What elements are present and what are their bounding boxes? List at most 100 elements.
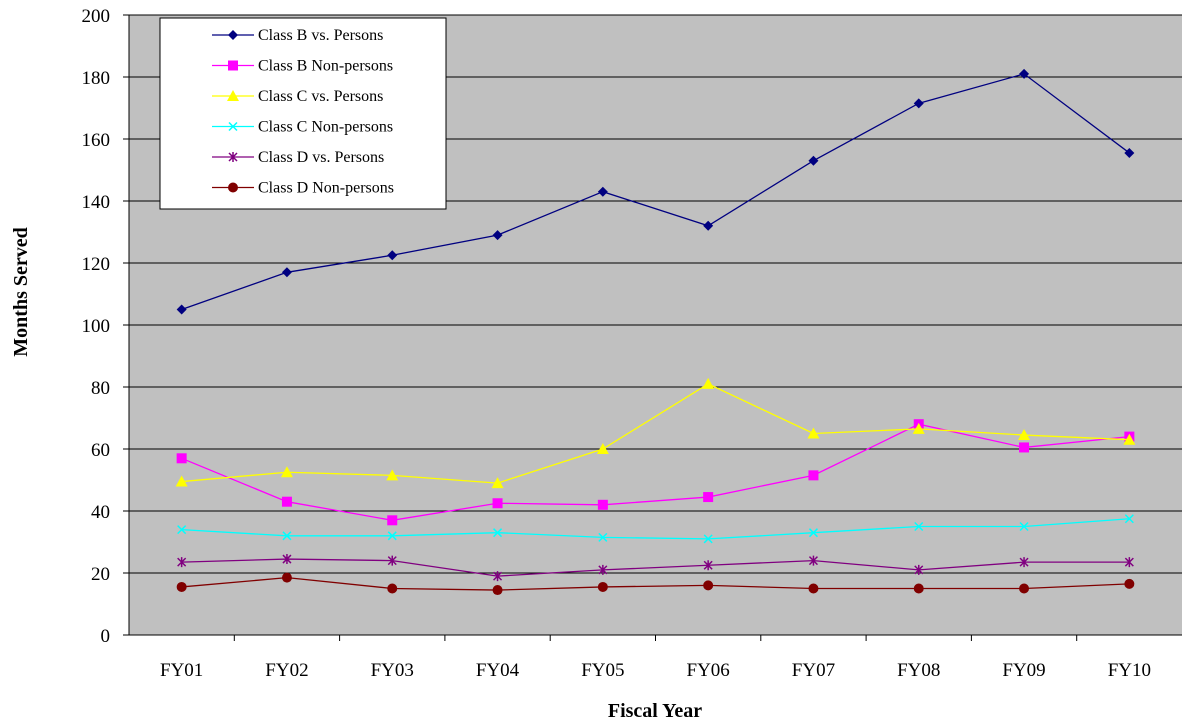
- data-point: [282, 554, 292, 565]
- series-3: [175, 377, 1136, 489]
- y-axis-title: Months Served: [10, 227, 32, 356]
- legend-swatch-marker: [228, 121, 238, 132]
- data-point: [175, 475, 188, 487]
- x-tick-label: FY06: [687, 660, 730, 681]
- data-point: [281, 267, 292, 278]
- legend-item: Class B vs. Persons: [212, 27, 383, 44]
- data-point: [1019, 442, 1030, 453]
- series-line: [181, 576, 1130, 591]
- y-tick-label: 0: [101, 626, 111, 647]
- legend-label: Class D Non-persons: [258, 180, 394, 197]
- x-tick-label: FY07: [792, 660, 835, 681]
- legend-item: Class B Non-persons: [212, 58, 393, 75]
- legend-label: Class D vs. Persons: [258, 149, 384, 166]
- data-point: [387, 515, 398, 526]
- legend-item: Class C Non-persons: [212, 119, 393, 136]
- data-point: [807, 427, 820, 439]
- data-point: [597, 499, 608, 510]
- data-point: [177, 557, 187, 568]
- data-point: [1123, 433, 1136, 445]
- data-point: [282, 531, 292, 541]
- data-point: [598, 532, 608, 542]
- data-point: [281, 496, 292, 507]
- data-point: [808, 583, 819, 594]
- data-point: [913, 583, 924, 594]
- data-point: [1019, 557, 1029, 568]
- data-point: [493, 571, 503, 582]
- data-point: [913, 98, 924, 109]
- data-point: [176, 581, 187, 592]
- y-tick-label: 60: [91, 440, 110, 461]
- data-point: [281, 572, 292, 583]
- x-tick-label: FY08: [897, 660, 940, 681]
- data-point: [176, 304, 187, 315]
- data-point: [177, 525, 187, 535]
- series-line: [181, 518, 1130, 540]
- data-point: [808, 528, 818, 538]
- data-point: [596, 443, 609, 454]
- data-point: [808, 555, 818, 566]
- series-6: [176, 572, 1135, 596]
- series-4: [177, 514, 1134, 544]
- legend-item: Class D Non-persons: [212, 180, 394, 197]
- data-point: [387, 583, 398, 594]
- legend-swatch-marker: [228, 152, 238, 162]
- y-tick-label: 160: [82, 130, 111, 151]
- legend-swatch-marker: [227, 90, 239, 101]
- data-point: [598, 564, 608, 575]
- y-tick-label: 180: [82, 68, 111, 89]
- data-point: [176, 453, 187, 464]
- data-point: [1124, 147, 1135, 158]
- legend-label: Class B vs. Persons: [258, 27, 383, 44]
- series-line: [181, 558, 1130, 577]
- x-tick-label: FY09: [1002, 660, 1045, 681]
- y-tick-label: 80: [91, 378, 110, 399]
- legend-swatch-marker: [228, 182, 238, 193]
- data-point: [492, 498, 503, 509]
- legend-swatch-marker: [228, 60, 238, 71]
- data-point: [808, 470, 819, 481]
- y-tick-label: 40: [91, 502, 110, 523]
- data-point: [703, 534, 713, 544]
- data-point: [1124, 514, 1134, 524]
- series-1: [176, 68, 1135, 315]
- x-tick-label: FY10: [1108, 660, 1151, 681]
- data-point: [387, 250, 398, 261]
- x-tick-label: FY04: [476, 660, 520, 681]
- data-point: [703, 580, 714, 591]
- series-lines: [175, 68, 1136, 596]
- series-line: [181, 73, 1130, 311]
- series-line: [181, 423, 1130, 521]
- data-point: [1019, 68, 1030, 79]
- data-point: [493, 528, 503, 538]
- data-point: [492, 230, 503, 241]
- legend-item: Class C vs. Persons: [212, 88, 383, 105]
- x-tick-label: FY01: [160, 660, 203, 681]
- data-point: [387, 531, 397, 541]
- data-point: [914, 564, 924, 575]
- series-line: [181, 383, 1130, 484]
- data-point: [492, 585, 503, 596]
- axes: 0 20 40 60 80 100 120 140 160 180 200 FY01 FY02 FY03 F…: [82, 6, 1182, 681]
- data-point: [808, 155, 819, 166]
- legend-label: Class B Non-persons: [258, 58, 393, 75]
- legend-item: Class D vs. Persons: [212, 149, 384, 166]
- legend-label: Class C vs. Persons: [258, 88, 383, 105]
- data-point: [387, 555, 397, 566]
- data-point: [1019, 521, 1029, 532]
- data-point: [386, 469, 399, 481]
- x-tick-label: FY03: [371, 660, 414, 681]
- legend: Class B vs. Persons Class B Non-persons Cl…: [159, 17, 447, 210]
- legend-box: [159, 17, 447, 210]
- y-tick-label: 140: [82, 192, 111, 213]
- data-point: [703, 220, 714, 231]
- data-point: [914, 521, 924, 532]
- x-tick-label: FY02: [265, 660, 308, 681]
- data-point: [597, 581, 608, 592]
- data-point: [1019, 583, 1030, 594]
- data-point: [1018, 429, 1031, 441]
- data-point: [702, 377, 715, 389]
- legend-swatch-marker: [228, 30, 238, 40]
- series-5: [177, 554, 1134, 582]
